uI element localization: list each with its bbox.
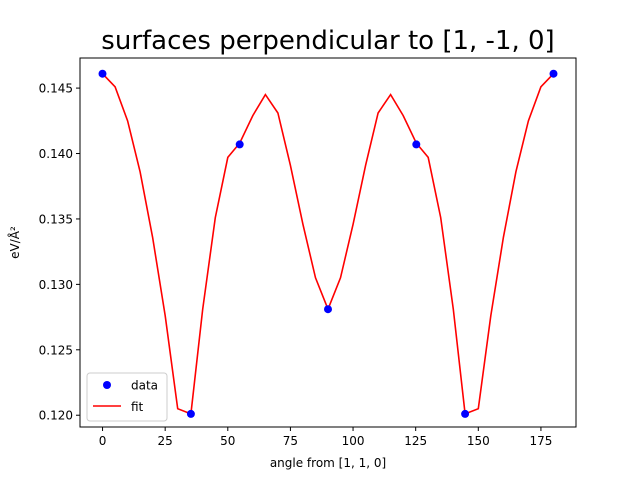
y-tick-label: 0.125 [39, 343, 73, 357]
x-tick-label: 150 [467, 434, 490, 448]
data-point [412, 140, 421, 149]
y-tick-label: 0.130 [39, 278, 73, 292]
x-tick-label: 125 [404, 434, 427, 448]
plot-area [98, 69, 558, 418]
axes-frame [79, 57, 577, 428]
y-tick-label: 0.120 [39, 409, 73, 423]
x-axis: 0 25 50 75 100 125 150 175 [99, 427, 552, 448]
data-point [98, 69, 107, 78]
y-tick-label: 0.140 [39, 147, 73, 161]
y-tick-label: 0.145 [39, 82, 73, 96]
data-point [235, 140, 244, 149]
x-tick-label: 175 [529, 434, 552, 448]
legend-data-marker [103, 381, 111, 389]
legend: data fit [86, 372, 168, 422]
x-tick-label: 25 [158, 434, 173, 448]
x-tick-label: 75 [283, 434, 298, 448]
y-axis-label: eV/Å² [7, 226, 22, 259]
legend-data-label: data [131, 379, 158, 393]
data-point [549, 69, 558, 78]
y-tick-label: 0.135 [39, 212, 73, 226]
x-tick-label: 50 [220, 434, 235, 448]
x-tick-label: 0 [99, 434, 107, 448]
chart-title: surfaces perpendicular to [1, -1, 0] [101, 26, 554, 56]
legend-fit-label: fit [131, 400, 144, 414]
data-point [186, 409, 195, 418]
y-axis: 0.120 0.125 0.130 0.135 0.140 0.145 [39, 82, 80, 423]
data-point [324, 305, 332, 314]
x-tick-label: 100 [342, 434, 365, 448]
data-point [461, 409, 470, 418]
x-axis-label: angle from [1, 1, 0] [270, 456, 386, 470]
